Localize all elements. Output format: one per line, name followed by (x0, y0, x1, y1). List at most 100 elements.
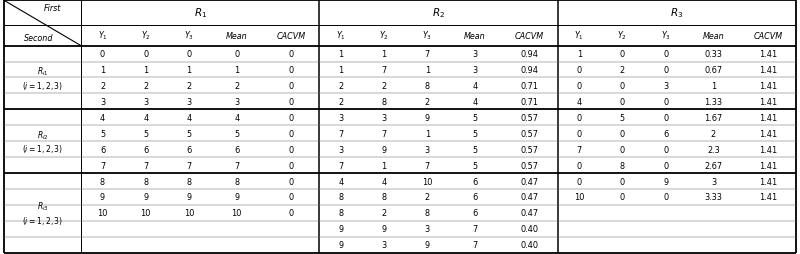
Text: 2: 2 (338, 98, 343, 106)
Text: 8: 8 (338, 209, 343, 217)
Text: 0: 0 (289, 161, 294, 170)
Text: 9: 9 (382, 145, 386, 154)
Text: 1.41: 1.41 (758, 113, 777, 122)
Text: 9: 9 (100, 193, 105, 202)
Text: 1: 1 (710, 82, 716, 91)
Text: $Y_3$: $Y_3$ (422, 30, 432, 42)
Text: 1: 1 (100, 66, 105, 75)
Text: 2.3: 2.3 (707, 145, 720, 154)
Text: 0: 0 (663, 66, 668, 75)
Text: 6: 6 (186, 145, 191, 154)
Text: 1.41: 1.41 (758, 98, 777, 106)
Text: $R_1$: $R_1$ (194, 7, 206, 20)
Text: 0: 0 (663, 161, 668, 170)
Text: 0: 0 (289, 177, 294, 186)
Text: 1: 1 (234, 66, 239, 75)
Text: 7: 7 (425, 50, 430, 59)
Text: First: First (43, 4, 61, 13)
Text: 0: 0 (143, 50, 148, 59)
Text: 1.33: 1.33 (705, 98, 722, 106)
Text: 9: 9 (186, 193, 191, 202)
Text: 1: 1 (338, 50, 343, 59)
Text: 0: 0 (663, 193, 668, 202)
Text: 8: 8 (382, 98, 386, 106)
Text: 9: 9 (338, 240, 343, 249)
Text: 0.47: 0.47 (521, 209, 538, 217)
Text: 0.57: 0.57 (521, 113, 538, 122)
Text: 2: 2 (100, 82, 105, 91)
Text: 7: 7 (143, 161, 148, 170)
Text: Mean: Mean (702, 32, 724, 41)
Text: 2: 2 (425, 193, 430, 202)
Text: 1: 1 (382, 50, 386, 59)
Text: 0: 0 (663, 145, 668, 154)
Text: 2: 2 (382, 209, 386, 217)
Text: 8: 8 (100, 177, 105, 186)
Text: 5: 5 (473, 113, 478, 122)
Text: 0.71: 0.71 (521, 98, 538, 106)
Text: 0: 0 (577, 113, 582, 122)
Text: $R_3$: $R_3$ (670, 7, 683, 20)
Text: 1: 1 (186, 66, 191, 75)
Text: 5: 5 (473, 129, 478, 138)
Text: 0: 0 (577, 129, 582, 138)
Text: 0: 0 (289, 66, 294, 75)
Text: $Y_2$: $Y_2$ (141, 30, 150, 42)
Text: 4: 4 (473, 82, 478, 91)
Text: 0: 0 (620, 193, 625, 202)
Text: 5: 5 (100, 129, 105, 138)
Text: 4: 4 (234, 113, 239, 122)
Text: 0: 0 (577, 66, 582, 75)
Text: 2: 2 (234, 82, 239, 91)
Text: 9: 9 (663, 177, 668, 186)
Text: 4: 4 (143, 113, 148, 122)
Text: 9: 9 (425, 240, 430, 249)
Text: 0: 0 (620, 82, 625, 91)
Text: 0.57: 0.57 (521, 145, 538, 154)
Text: 3: 3 (711, 177, 716, 186)
Text: 5: 5 (143, 129, 148, 138)
Text: 3: 3 (100, 98, 105, 106)
Text: 0.40: 0.40 (521, 240, 538, 249)
Text: 6: 6 (100, 145, 105, 154)
Text: 9: 9 (338, 225, 343, 233)
Text: 9: 9 (143, 193, 148, 202)
Text: Mean: Mean (226, 32, 247, 41)
Text: 8: 8 (338, 193, 343, 202)
Text: 1: 1 (338, 66, 343, 75)
Text: 0.57: 0.57 (521, 129, 538, 138)
Text: 2: 2 (338, 82, 343, 91)
Text: 6: 6 (473, 177, 478, 186)
Text: 4: 4 (473, 98, 478, 106)
Text: 0: 0 (289, 145, 294, 154)
Text: $Y_2$: $Y_2$ (618, 30, 627, 42)
Text: 3: 3 (234, 98, 239, 106)
Text: 0: 0 (289, 82, 294, 91)
Text: $Y_1$: $Y_1$ (336, 30, 346, 42)
Text: 0: 0 (663, 113, 668, 122)
Text: 2: 2 (425, 98, 430, 106)
Text: 2: 2 (143, 82, 148, 91)
Text: $Y_1$: $Y_1$ (98, 30, 107, 42)
Text: 1.41: 1.41 (758, 82, 777, 91)
Text: 8: 8 (234, 177, 239, 186)
Text: 3: 3 (338, 145, 343, 154)
Text: 3: 3 (663, 82, 668, 91)
Text: 1.41: 1.41 (758, 66, 777, 75)
Text: 6: 6 (234, 145, 239, 154)
Text: 7: 7 (382, 129, 386, 138)
Text: 1: 1 (577, 50, 582, 59)
Text: CACVM: CACVM (277, 32, 306, 41)
Text: CACVM: CACVM (515, 32, 544, 41)
Text: 0: 0 (234, 50, 239, 59)
Text: 7: 7 (234, 161, 239, 170)
Text: 0.94: 0.94 (521, 50, 538, 59)
Text: 0: 0 (289, 98, 294, 106)
Text: 4: 4 (577, 98, 582, 106)
Text: 1.41: 1.41 (758, 145, 777, 154)
Text: 4: 4 (186, 113, 191, 122)
Text: 5: 5 (234, 129, 239, 138)
Text: 0: 0 (577, 161, 582, 170)
Text: 9: 9 (382, 225, 386, 233)
Text: 7: 7 (186, 161, 191, 170)
